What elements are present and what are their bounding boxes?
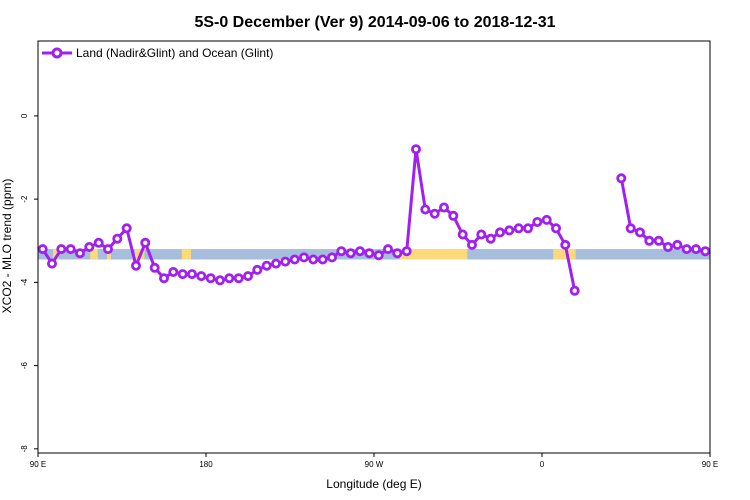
data-point xyxy=(121,223,132,234)
data-point xyxy=(130,260,141,271)
data-point xyxy=(700,246,711,257)
x-axis: 90 E 180 90 W 0 90 E xyxy=(30,453,718,469)
legend-marker xyxy=(51,47,63,59)
data-point xyxy=(373,250,384,261)
data-point xyxy=(523,223,534,234)
data-point xyxy=(420,204,431,215)
x-axis-label: Longitude (deg E) xyxy=(326,477,421,491)
data-point xyxy=(336,246,347,257)
series-line xyxy=(41,147,577,292)
data-point xyxy=(158,273,169,284)
data-point xyxy=(224,273,235,284)
land-band-segment xyxy=(90,249,98,260)
x-tick-label: 90 E xyxy=(702,460,718,469)
data-point xyxy=(280,256,291,267)
data-point xyxy=(84,241,95,252)
data-point xyxy=(93,237,104,248)
data-point xyxy=(47,258,58,269)
data-point xyxy=(532,216,543,227)
data-point xyxy=(448,210,459,221)
data-point xyxy=(242,271,253,282)
land-band-segment xyxy=(107,249,111,260)
data-point xyxy=(504,225,515,236)
x-tick-label: 0 xyxy=(540,460,545,469)
data-point xyxy=(37,244,48,255)
data-point xyxy=(476,229,487,240)
land-band-segment xyxy=(181,249,192,260)
y-tick-label: -6 xyxy=(20,362,29,370)
data-point xyxy=(392,248,403,259)
data-point xyxy=(691,244,702,255)
data-point xyxy=(672,239,683,250)
y-axis: 0 -2 -4 -6 -8 xyxy=(20,113,38,452)
y-tick-label: -4 xyxy=(20,278,29,286)
data-point xyxy=(541,214,552,225)
data-point xyxy=(438,202,449,213)
plot-frame xyxy=(37,40,711,454)
data-point xyxy=(308,254,319,265)
data-point xyxy=(326,252,337,263)
data-point xyxy=(494,227,505,238)
data-point xyxy=(233,273,244,284)
data-point xyxy=(252,264,263,275)
data-point xyxy=(270,258,281,269)
data-point xyxy=(261,260,272,271)
legend: Land (Nadir&Glint) and Ocean (Glint) xyxy=(42,46,273,60)
data-point xyxy=(354,246,365,257)
data-point xyxy=(140,237,151,248)
y-axis-label: XCO2 - MLO trend (ppm) xyxy=(0,179,14,314)
data-point xyxy=(560,239,571,250)
x-tick-label: 90 W xyxy=(365,460,384,469)
y-tick-label: 0 xyxy=(20,113,29,118)
series-line-layer xyxy=(37,144,711,296)
data-point xyxy=(513,223,524,234)
data-point xyxy=(569,285,580,296)
data-point xyxy=(625,223,636,234)
y-tick-label: -8 xyxy=(20,445,29,453)
land-band-segment xyxy=(400,249,468,260)
data-point xyxy=(653,235,664,246)
data-point xyxy=(317,254,328,265)
data-point xyxy=(681,244,692,255)
data-point xyxy=(65,244,76,255)
data-point xyxy=(345,248,356,259)
data-point xyxy=(56,244,67,255)
data-point xyxy=(289,254,300,265)
data-point xyxy=(103,244,114,255)
land-band-segment xyxy=(553,249,576,260)
data-point xyxy=(551,223,562,234)
data-point xyxy=(364,248,375,259)
data-point xyxy=(485,233,496,244)
data-point xyxy=(616,173,627,184)
data-point xyxy=(75,248,86,259)
chart-title: 5S-0 December (Ver 9) 2014-09-06 to 2018… xyxy=(194,14,555,31)
data-point xyxy=(466,239,477,250)
data-point xyxy=(112,233,123,244)
y-tick-label: -2 xyxy=(20,195,29,203)
data-point xyxy=(149,262,160,273)
data-point xyxy=(410,144,421,155)
data-point xyxy=(663,241,674,252)
data-point xyxy=(205,273,216,284)
data-point xyxy=(457,229,468,240)
data-point xyxy=(644,235,655,246)
data-point xyxy=(298,252,309,263)
data-point xyxy=(177,269,188,280)
data-point xyxy=(635,227,646,238)
data-point xyxy=(168,266,179,277)
data-point xyxy=(401,246,412,257)
data-point xyxy=(382,244,393,255)
data-point xyxy=(214,275,225,286)
data-point xyxy=(186,269,197,280)
x-tick-label: 180 xyxy=(199,460,213,469)
legend-label: Land (Nadir&Glint) and Ocean (Glint) xyxy=(76,46,273,60)
x-tick-label: 90 E xyxy=(30,460,46,469)
land-band-segment xyxy=(52,249,59,260)
data-point xyxy=(196,271,207,282)
data-point xyxy=(429,208,440,219)
